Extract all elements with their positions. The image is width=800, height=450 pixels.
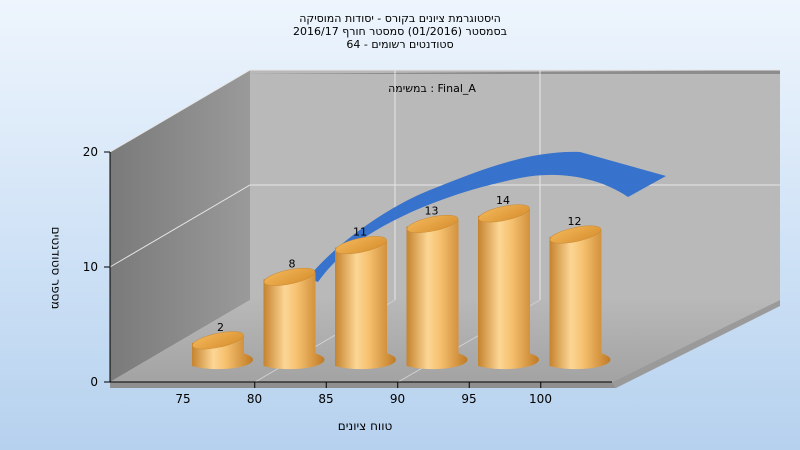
- bar-body: [406, 219, 468, 370]
- bar-value-label: 8: [289, 257, 296, 270]
- bar-top: [335, 236, 387, 255]
- title-line-2: בסמסטר (01/2016) סמסטר חורף 2016/17: [293, 25, 507, 38]
- y-axis-label: מספר סטודנטים: [49, 227, 63, 310]
- bar-value-label: 11: [353, 226, 367, 239]
- bar-body: [478, 208, 539, 370]
- x-tick-label: 95: [461, 392, 476, 406]
- bar: [478, 204, 539, 370]
- bar-top: [549, 225, 602, 244]
- bar-value-label: 14: [496, 194, 510, 207]
- title-line-3: סטודנטים רשומים - 64: [346, 38, 453, 51]
- bars: [192, 204, 611, 370]
- bar-top: [478, 204, 530, 223]
- distribution-curve: [308, 151, 666, 282]
- bar: [192, 331, 253, 370]
- floor-right-edge: [612, 300, 780, 388]
- bar: [263, 267, 325, 370]
- bar: [406, 214, 468, 370]
- bar-value-label: 13: [425, 204, 439, 217]
- bar: [549, 225, 611, 370]
- y-tick-label: 20: [83, 145, 98, 159]
- x-tick-label: 85: [318, 392, 333, 406]
- bar-value-label: 2: [217, 321, 224, 334]
- back-wall-edge: [245, 70, 780, 74]
- x-tick-label: 100: [529, 392, 552, 406]
- bar-body: [263, 272, 325, 370]
- bar-top: [192, 331, 244, 350]
- bar-value-label: 12: [568, 215, 582, 228]
- task-annotation: במשימה : Final_A: [388, 82, 476, 95]
- bar: [335, 236, 396, 370]
- chart-title: היסטוגרמת ציונים בקורס - יסודות המוסיקה …: [293, 12, 507, 51]
- bar-body: [335, 240, 396, 370]
- y-tick-labels: 0 10 20: [83, 145, 110, 389]
- bar-top: [263, 267, 316, 286]
- x-tick-labels: 75 80 85 90 95 100: [175, 382, 552, 406]
- y-tick-label: 10: [83, 260, 98, 274]
- title-line-1: היסטוגרמת ציונים בקורס - יסודות המוסיקה: [299, 12, 501, 25]
- gridline-y: [109, 69, 780, 153]
- x-tick-label: 80: [247, 392, 262, 406]
- floor-front-edge: [110, 382, 616, 388]
- x-axis-label: טווח ציונים: [338, 419, 393, 433]
- y-tick-label: 0: [90, 375, 98, 389]
- x-tick-label: 90: [390, 392, 405, 406]
- data-labels: 2 8 11 13 14 12: [217, 194, 582, 334]
- x-tick-label: 75: [175, 392, 190, 406]
- bar-top: [406, 214, 459, 233]
- bar-body: [549, 230, 611, 370]
- gridline-y: [109, 184, 780, 268]
